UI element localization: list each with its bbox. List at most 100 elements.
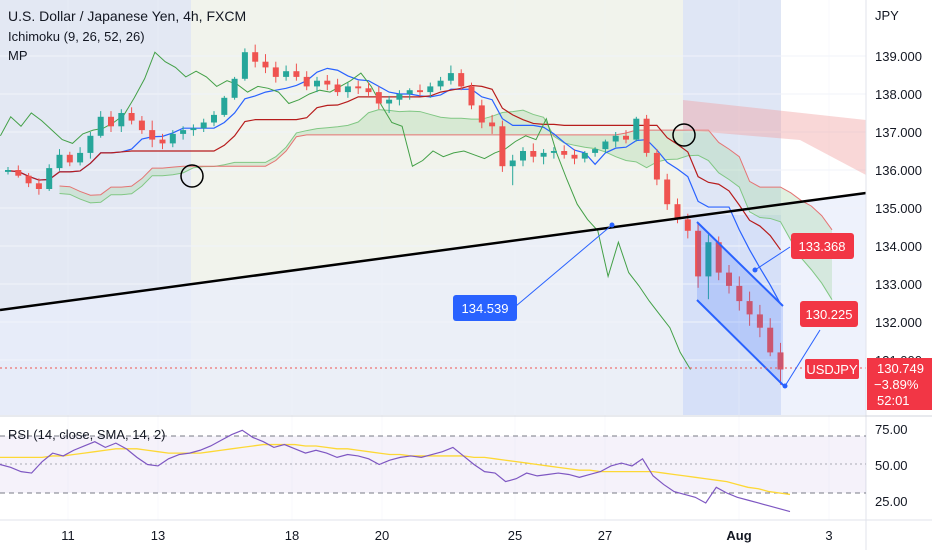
candle-body — [355, 86, 362, 89]
candle-body — [221, 97, 228, 115]
kijun-sen-line — [7, 84, 781, 251]
candle-body — [314, 80, 320, 87]
chart-title[interactable]: U.S. Dollar / Japanese Yen, 4h, FXCM — [8, 8, 247, 24]
candle-body — [396, 94, 403, 100]
price-tick-label: 134.000 — [875, 239, 922, 254]
candle-body — [550, 151, 557, 153]
candle-body — [777, 352, 784, 370]
channel-lower-line[interactable] — [696, 299, 784, 386]
price-tick-label: 133.000 — [875, 277, 922, 292]
ichimoku-indicator-label[interactable]: Ichimoku (9, 26, 52, 26) — [8, 29, 145, 44]
candle-body — [623, 135, 629, 140]
price-axis-currency: JPY — [875, 8, 899, 23]
mp-indicator-label[interactable]: MP — [8, 48, 28, 63]
time-tick-label: 25 — [508, 528, 522, 543]
rsi-lines — [0, 429, 791, 513]
callout-134539[interactable]: 134.539 — [453, 295, 517, 321]
candle-body — [406, 90, 413, 94]
cross-marker-left[interactable] — [180, 164, 204, 188]
candle-body — [767, 327, 774, 353]
callout-leader-1 — [515, 224, 613, 307]
candle-body — [46, 168, 53, 189]
candle-body — [25, 175, 32, 184]
rsi-indicator-label[interactable]: RSI (14, close, SMA, 14, 2) — [8, 427, 166, 442]
callout-133368-text: 133.368 — [799, 239, 846, 254]
candle-body — [695, 230, 702, 277]
candle-body — [77, 152, 84, 163]
time-tick-label: Aug — [726, 528, 751, 543]
price-tick-label: 138.000 — [875, 87, 922, 102]
candle-body — [159, 139, 166, 144]
callout-130225[interactable]: 130.225 — [800, 301, 858, 327]
callout-130225-text: 130.225 — [806, 307, 853, 322]
candlesticks — [5, 44, 784, 385]
time-axis-ticks: 11 13 18 20 25 27 Aug 3 — [61, 528, 832, 543]
callout-133368[interactable]: 133.368 — [791, 233, 854, 259]
candle-body — [612, 135, 619, 142]
time-tick-label: 20 — [375, 528, 389, 543]
candle-body — [108, 116, 114, 127]
candle-body — [190, 128, 197, 131]
candle-body — [324, 80, 331, 85]
rsi-tick-label: 50.00 — [875, 458, 908, 473]
candle-body — [66, 154, 73, 163]
candle-body — [35, 183, 42, 189]
candle-body — [200, 122, 207, 129]
candle-body — [715, 242, 722, 273]
symbol-tag-text: USDJPY — [806, 362, 858, 377]
symbol-tag[interactable]: USDJPY — [805, 359, 859, 379]
candle-body — [478, 105, 485, 123]
candle-body — [138, 120, 145, 131]
callout-anchor-1 — [609, 222, 615, 228]
candle-body — [149, 130, 156, 140]
callout-leader-2 — [754, 246, 791, 271]
candle-body — [344, 86, 351, 93]
candle-body — [674, 204, 681, 220]
callout-134539-text: 134.539 — [462, 301, 509, 316]
indicator-lines — [0, 51, 782, 370]
candle-body — [262, 61, 269, 68]
price-axis-bg[interactable] — [866, 0, 932, 415]
candle-body — [303, 76, 310, 87]
channel-upper-line[interactable] — [696, 221, 784, 307]
price-tick-label: 139.000 — [875, 49, 922, 64]
candle-body — [386, 99, 393, 104]
candle-body — [468, 86, 475, 106]
price-tick-label: 137.000 — [875, 125, 922, 140]
price-tick-label: 136.000 — [875, 163, 922, 178]
price-axis-ticks: 139.000 138.000 137.000 136.000 135.000 134.0… — [875, 49, 922, 368]
last-price-tag[interactable]: 130.749 −3.89% 52:01 — [867, 358, 932, 410]
tenkan-sen-line — [7, 67, 782, 305]
chikou-span-line — [0, 51, 691, 370]
rsi-tick-label: 75.00 — [875, 422, 908, 437]
candle-body — [653, 152, 660, 180]
candle-body — [334, 84, 341, 93]
last-price-change: −3.89% — [874, 377, 919, 392]
cloud-fill-bear — [683, 100, 866, 175]
candle-body — [87, 135, 94, 153]
candle-body — [252, 52, 259, 62]
candle-body — [520, 151, 526, 161]
callout-leader-3 — [784, 329, 821, 387]
price-tick-label: 135.000 — [875, 201, 922, 216]
time-tick-label: 27 — [598, 528, 612, 543]
cross-marker-right[interactable] — [672, 123, 696, 147]
candle-body — [643, 118, 650, 153]
candle-body — [293, 71, 300, 77]
candle-body — [169, 133, 176, 144]
rsi-axis-ticks: 75.00 50.00 25.00 — [875, 422, 908, 509]
candle-body — [489, 122, 496, 127]
candle-body — [118, 113, 125, 127]
candle-body — [746, 301, 753, 315]
trendline[interactable] — [0, 191, 867, 312]
candle-body — [458, 73, 465, 87]
candle-body — [581, 152, 588, 159]
candle-body — [447, 73, 454, 81]
candle-body — [180, 130, 187, 134]
time-tick-label: 3 — [825, 528, 832, 543]
candle-body — [530, 151, 537, 157]
candle-body — [97, 116, 104, 136]
senkou-span-a — [59, 109, 833, 300]
candle-body — [736, 285, 743, 302]
